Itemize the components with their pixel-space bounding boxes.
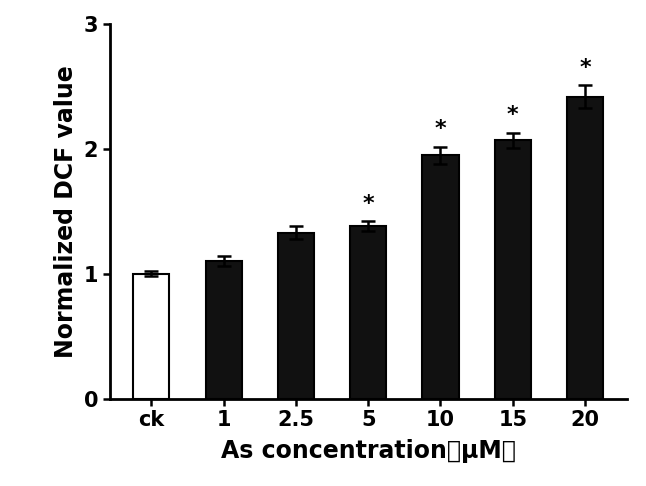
Bar — [495, 140, 531, 399]
Y-axis label: Normalized DCF value: Normalized DCF value — [54, 65, 78, 358]
X-axis label: As concentration（μM）: As concentration（μM） — [221, 439, 516, 463]
Text: *: * — [362, 194, 374, 214]
Bar — [422, 156, 459, 399]
Text: *: * — [507, 105, 519, 125]
Bar — [133, 274, 169, 399]
Bar — [350, 226, 386, 399]
Text: *: * — [435, 119, 446, 139]
Bar — [205, 261, 242, 399]
Bar — [278, 233, 314, 399]
Text: *: * — [579, 58, 591, 78]
Bar — [567, 97, 603, 399]
